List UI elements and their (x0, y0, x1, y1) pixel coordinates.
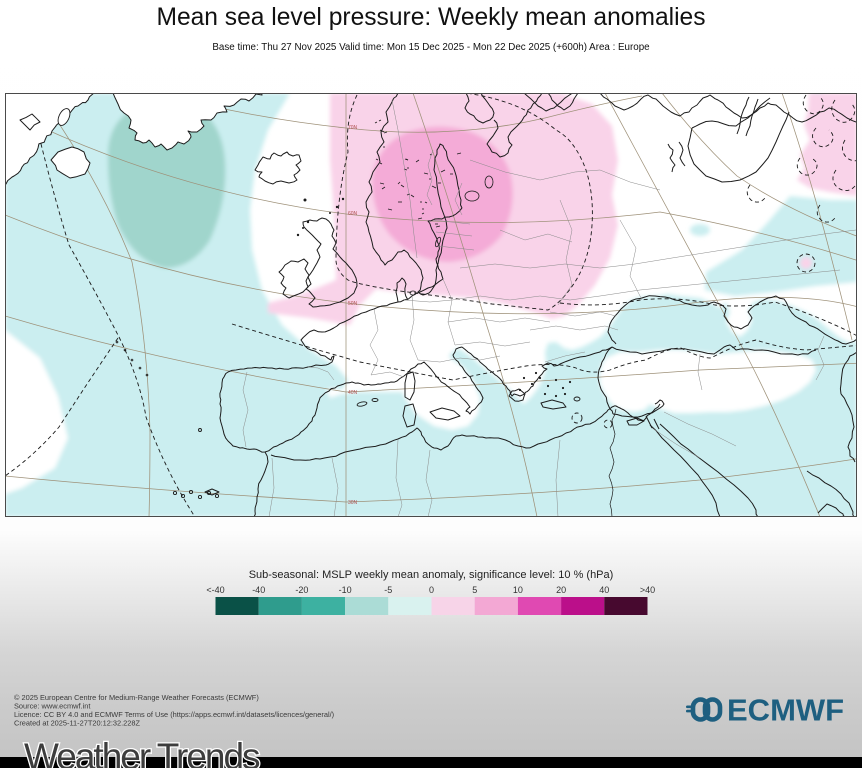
svg-text:60N: 60N (348, 211, 358, 217)
svg-text:Mean sea level pressure: Weekl: Mean sea level pressure: Weekly mean ano… (156, 4, 705, 31)
svg-text:40: 40 (599, 585, 609, 595)
svg-text:<-40: <-40 (206, 585, 224, 595)
svg-text:70N: 70N (348, 125, 358, 131)
svg-text:Source: www.ecmwf.int: Source: www.ecmwf.int (14, 702, 90, 711)
svg-text:>40: >40 (640, 585, 655, 595)
svg-text:-40: -40 (252, 585, 265, 595)
svg-text:-5: -5 (384, 585, 392, 595)
svg-text:-10: -10 (339, 585, 352, 595)
svg-text:5: 5 (472, 585, 477, 595)
svg-text:Created at 2025-11-27T20:12:32: Created at 2025-11-27T20:12:32.228Z (14, 719, 140, 728)
svg-text:40N: 40N (348, 390, 358, 396)
svg-text:0: 0 (429, 585, 434, 595)
svg-text:Licence: CC BY 4.0 and ECMWF T: Licence: CC BY 4.0 and ECMWF Terms of Us… (14, 710, 334, 719)
svg-text:50N: 50N (348, 301, 358, 307)
svg-text:20: 20 (556, 585, 566, 595)
svg-text:© 2025 European Centre for Med: © 2025 European Centre for Medium-Range … (14, 693, 259, 702)
svg-text:-20: -20 (295, 585, 308, 595)
svg-text:30N: 30N (348, 500, 358, 506)
svg-text:Weather Trends: Weather Trends (24, 736, 260, 768)
svg-text:10: 10 (513, 585, 523, 595)
svg-text:Sub-seasonal: MSLP weekly mean: Sub-seasonal: MSLP weekly mean anomaly, … (249, 569, 614, 581)
svg-text:Base time: Thu 27 Nov 2025 Val: Base time: Thu 27 Nov 2025 Valid time: M… (212, 42, 650, 53)
svg-text:ECMWF: ECMWF (727, 693, 844, 728)
